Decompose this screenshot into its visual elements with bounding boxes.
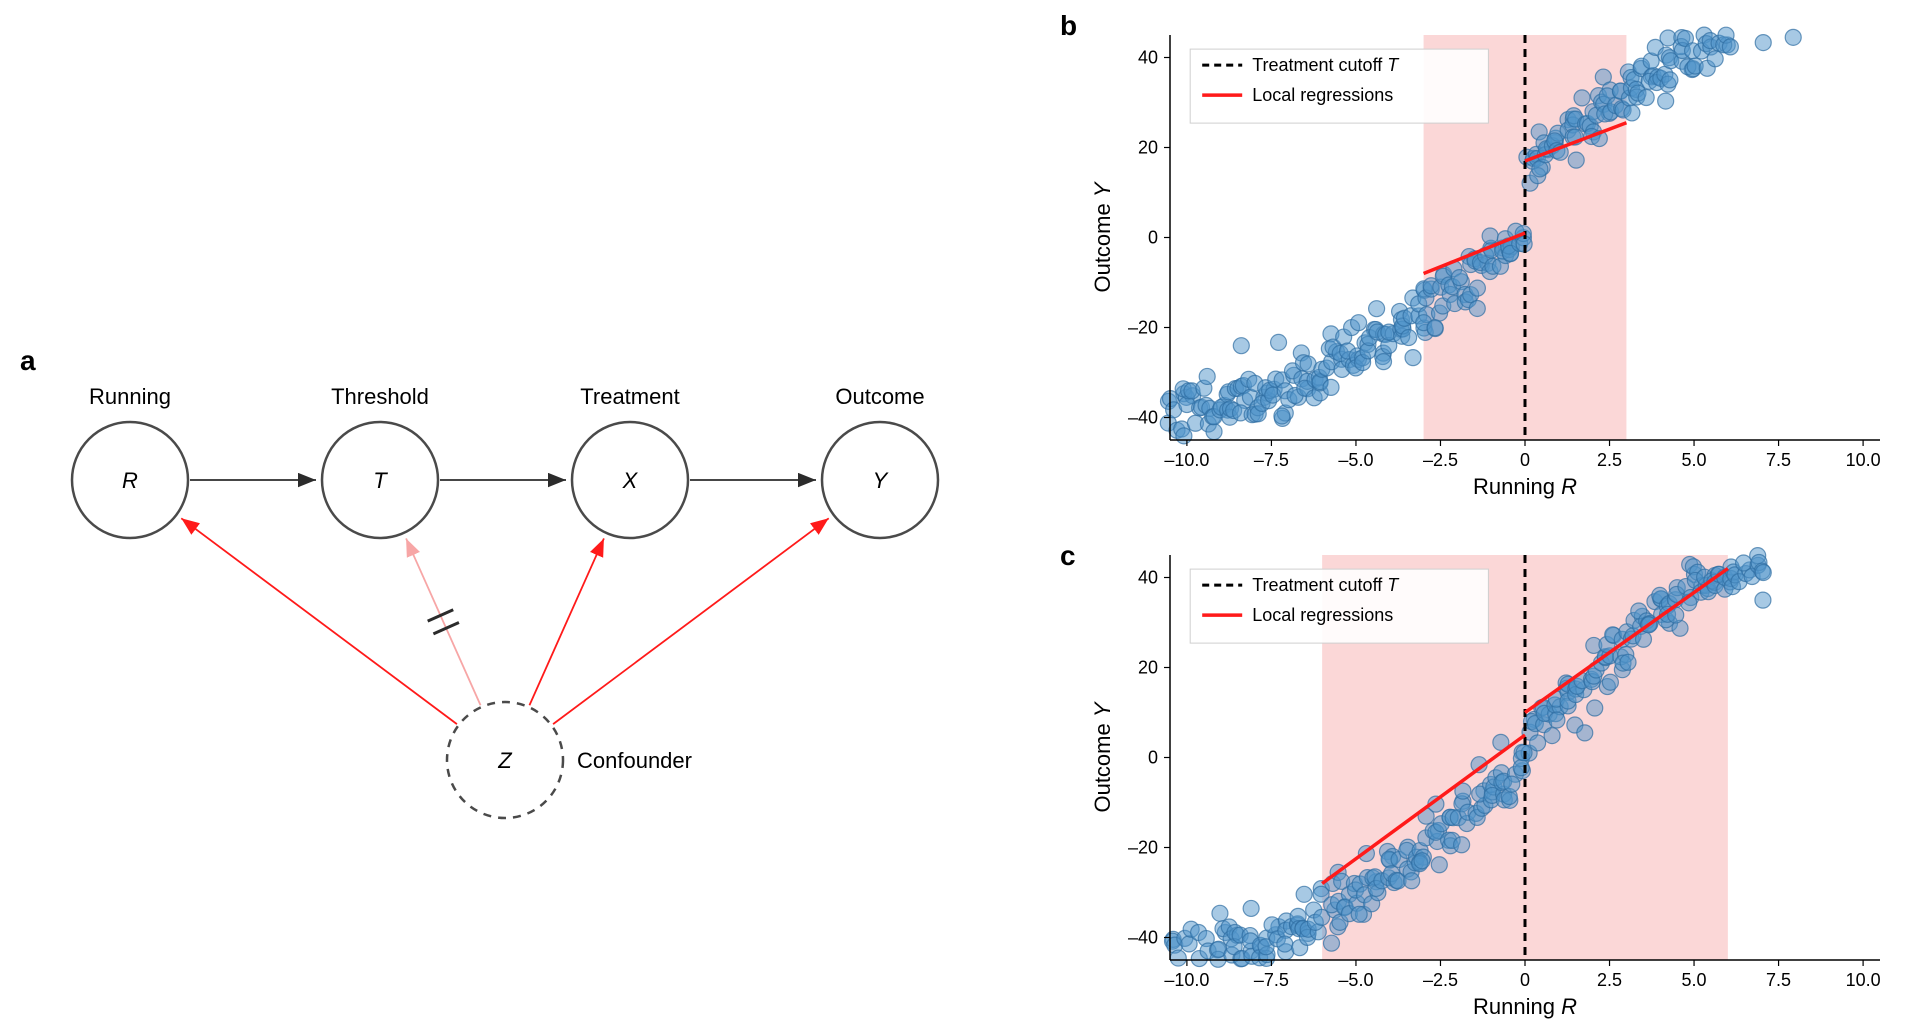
- scatter-point: [1212, 905, 1228, 921]
- figure-root: a b c RRunningTThresholdXTreatmentYOutco…: [0, 0, 1920, 1019]
- scatter-point: [1755, 592, 1771, 608]
- scatter-point: [1620, 654, 1636, 670]
- xtick-label: 10.0: [1846, 970, 1881, 990]
- scatter-point: [1577, 725, 1593, 741]
- scatter-point: [1504, 776, 1520, 792]
- chart-c: –10.0 –7.5 –5.0 –2.5 0 2.5 5.0 7.5 10.0 –40 –20 0 20…: [0, 0, 1920, 1019]
- xtick-label: –2.5: [1423, 970, 1458, 990]
- scatter-point: [1513, 760, 1529, 776]
- y-axis-label: Outcome Y: [1090, 701, 1115, 812]
- ytick-label: –40: [1128, 928, 1158, 948]
- scatter-point: [1323, 935, 1339, 951]
- xtick-label: 2.5: [1597, 970, 1622, 990]
- legend-label: Local regressions: [1252, 605, 1393, 625]
- scatter-point: [1170, 950, 1186, 966]
- ytick-label: 0: [1148, 748, 1158, 768]
- ytick-label: 40: [1138, 568, 1158, 588]
- scatter-point: [1454, 837, 1470, 853]
- scatter-point: [1296, 886, 1312, 902]
- scatter-point: [1549, 712, 1565, 728]
- legend-label: Treatment cutoff T: [1252, 575, 1400, 595]
- xtick-label: –7.5: [1254, 970, 1289, 990]
- scatter-point: [1530, 735, 1546, 751]
- xtick-label: 0: [1520, 970, 1530, 990]
- scatter-point: [1544, 728, 1560, 744]
- xtick-label: –10.0: [1164, 970, 1209, 990]
- scatter-point: [1602, 674, 1618, 690]
- scatter-point: [1755, 565, 1771, 581]
- ytick-label: –20: [1128, 838, 1158, 858]
- xtick-label: –5.0: [1338, 970, 1373, 990]
- scatter-point: [1243, 900, 1259, 916]
- scatter-point: [1431, 857, 1447, 873]
- ytick-label: 20: [1138, 658, 1158, 678]
- x-axis-label: Running R: [1473, 994, 1577, 1019]
- xtick-label: 7.5: [1766, 970, 1791, 990]
- scatter-point: [1414, 853, 1430, 869]
- scatter-point: [1587, 700, 1603, 716]
- scatter-point: [1277, 936, 1293, 952]
- xtick-label: 5.0: [1682, 970, 1707, 990]
- scatter-point: [1404, 873, 1420, 889]
